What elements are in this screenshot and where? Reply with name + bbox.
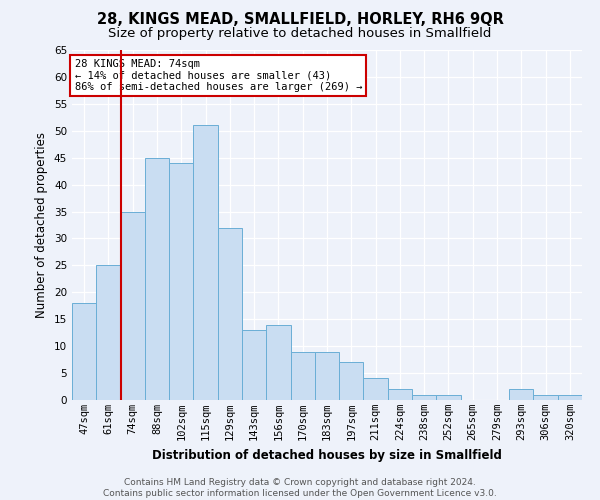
Bar (242, 330, 266, 400)
Bar (218, 228, 242, 400)
Bar (509, 389, 533, 400)
Bar (533, 394, 558, 400)
Bar (169, 163, 193, 400)
Bar (72, 303, 96, 400)
Bar (290, 352, 315, 400)
Text: 28 KINGS MEAD: 74sqm
← 14% of detached houses are smaller (43)
86% of semi-detac: 28 KINGS MEAD: 74sqm ← 14% of detached h… (74, 59, 362, 92)
Bar (436, 394, 461, 400)
Y-axis label: Number of detached properties: Number of detached properties (35, 132, 49, 318)
Bar (121, 212, 145, 400)
Bar (364, 378, 388, 400)
Bar (388, 389, 412, 400)
Text: Size of property relative to detached houses in Smallfield: Size of property relative to detached ho… (109, 28, 491, 40)
X-axis label: Distribution of detached houses by size in Smallfield: Distribution of detached houses by size … (152, 448, 502, 462)
Bar (145, 158, 169, 400)
Text: Contains HM Land Registry data © Crown copyright and database right 2024.
Contai: Contains HM Land Registry data © Crown c… (103, 478, 497, 498)
Bar (412, 394, 436, 400)
Bar (558, 394, 582, 400)
Bar (193, 126, 218, 400)
Bar (266, 324, 290, 400)
Bar (96, 266, 121, 400)
Text: 28, KINGS MEAD, SMALLFIELD, HORLEY, RH6 9QR: 28, KINGS MEAD, SMALLFIELD, HORLEY, RH6 … (97, 12, 503, 28)
Bar (315, 352, 339, 400)
Bar (339, 362, 364, 400)
